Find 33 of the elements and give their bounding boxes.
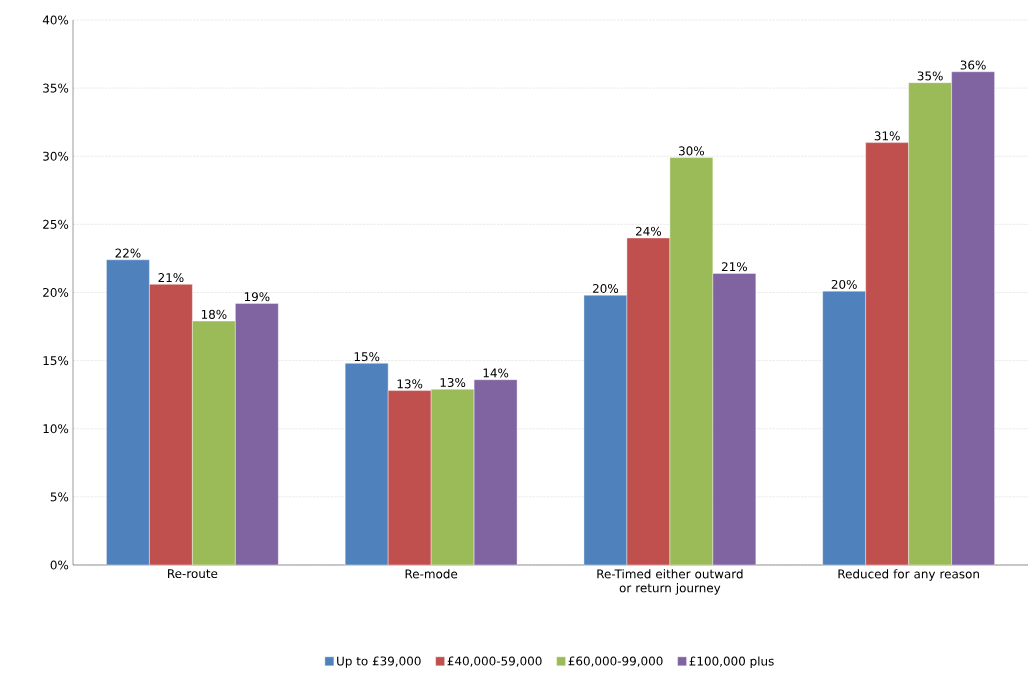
y-tick-label: 25% xyxy=(43,219,69,229)
data-label: 24% xyxy=(635,226,662,236)
data-label: 13% xyxy=(397,379,423,389)
data-label: 31% xyxy=(874,131,900,141)
data-label: 30% xyxy=(678,146,704,156)
y-tick-label: 35% xyxy=(43,83,69,93)
y-tick-label: 10% xyxy=(43,424,69,434)
x-tick-label: Re-route xyxy=(168,569,218,579)
data-label: 14% xyxy=(483,368,509,378)
y-tick-label: 5% xyxy=(50,492,69,502)
data-label: 36% xyxy=(960,60,986,70)
data-label: 15% xyxy=(354,352,380,362)
data-label: 20% xyxy=(593,283,619,294)
data-label: 19% xyxy=(244,292,270,302)
legend-label: £60,000-99,000 xyxy=(568,656,663,667)
y-tick-label: 20% xyxy=(43,287,69,298)
y-tick-label: 40% xyxy=(42,15,69,25)
data-label: 21% xyxy=(158,273,184,283)
data-label: 21% xyxy=(721,262,747,272)
y-tick-label: 15% xyxy=(43,356,69,366)
y-tick-label: 0% xyxy=(50,560,69,570)
data-label: 35% xyxy=(917,71,943,81)
x-tick-label: Re-Timed either outward or return journey xyxy=(597,569,743,595)
data-label: 22% xyxy=(115,248,141,258)
x-tick-label: Re-mode xyxy=(405,569,458,579)
data-label: 20% xyxy=(831,279,857,289)
x-tick-label: Reduced for any reason xyxy=(838,569,979,581)
data-label: 18% xyxy=(201,309,227,319)
data-label: 13% xyxy=(440,377,466,388)
y-tick-label: 30% xyxy=(43,151,69,161)
legend-label: £40,000-59,000 xyxy=(447,656,542,667)
legend-label: £100,000 plus xyxy=(689,656,774,668)
legend-label: Up to £39,000 xyxy=(337,656,421,668)
